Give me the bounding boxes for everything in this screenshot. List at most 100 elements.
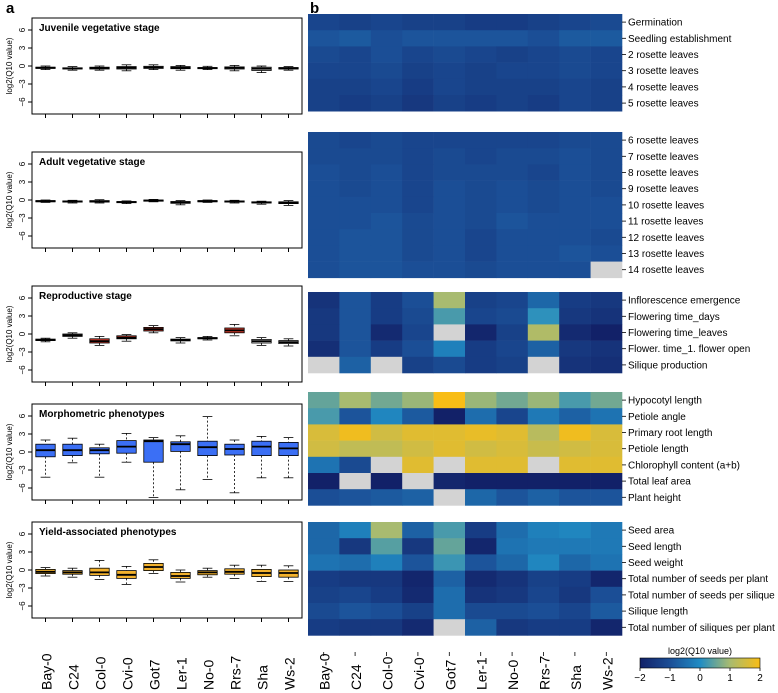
- y-tick-label: 3: [18, 549, 27, 554]
- heatmap-cell: [527, 95, 560, 112]
- y-axis-label: log2(Q10 value): [5, 423, 14, 480]
- boxplot-title: Adult vegetative stage: [39, 157, 146, 168]
- heatmap-cell: [433, 538, 466, 555]
- heatmap-cell: [308, 603, 340, 620]
- heatmap-cell: [559, 392, 591, 409]
- heatmap-cell: [559, 408, 591, 425]
- col-label-No-0: No-0: [505, 659, 521, 690]
- y-tick-label: −3: [18, 79, 27, 89]
- heatmap-cell: [559, 229, 591, 246]
- heatmap-cell: [559, 30, 591, 47]
- panel-label-b: b: [310, 0, 319, 17]
- x-label-Ler-1: Ler-1: [174, 657, 190, 690]
- heatmap-cell: [339, 78, 372, 96]
- box-body: [251, 440, 272, 457]
- heatmap-cell: [559, 522, 591, 539]
- heatmap-cell: [433, 46, 466, 63]
- box-Rrs-7: [224, 323, 245, 337]
- x-label-No-0: No-0: [201, 659, 217, 690]
- heatmap-cell: [496, 95, 529, 112]
- box-Cvi-0: [116, 432, 137, 463]
- heatmap-cell: [527, 586, 560, 604]
- heatmap-cell: [433, 522, 466, 539]
- heatmap-cell: [433, 586, 466, 604]
- box-Sha: [251, 564, 272, 582]
- heatmap-cell: [590, 261, 623, 279]
- heatmap-cell: [339, 324, 372, 341]
- heatmap-cell: [308, 392, 340, 409]
- heatmap-cell: [308, 78, 340, 96]
- box-Cvi-0: [116, 200, 137, 205]
- heatmap-cell: [559, 570, 591, 588]
- heatmap-cell: [527, 424, 560, 441]
- heatmap-cell: [402, 538, 434, 555]
- heatmap-cell: [308, 229, 340, 246]
- heatmap-cell: [465, 554, 497, 571]
- colorbar-tick-label: 2: [757, 673, 763, 684]
- box-C24: [62, 199, 83, 204]
- heatmap-cell: [308, 14, 340, 31]
- heatmap-cell: [496, 440, 529, 458]
- heatmap-cell: [465, 340, 497, 358]
- heatmap-cell: [370, 408, 403, 425]
- box-body: [197, 440, 218, 457]
- heatmap-cell: [590, 440, 623, 458]
- heatmap-block-4: Hypocotyl length Petiole angle Primary roo…: [308, 392, 740, 506]
- heatmap-cell: [433, 213, 466, 230]
- heatmap-cell: [370, 356, 403, 374]
- heatmap-x-labels: Bay-0 C24 Col-0 Cvi-0 Got7 Ler-1 No-0 Rrs-7 Sha W…: [317, 652, 615, 690]
- box-No-0: [197, 335, 218, 341]
- heatmap-cell: [465, 62, 497, 80]
- boxplot-5: Yield-associated phenotypes −6 −3 0 3 6 log2(Q…: [5, 521, 303, 622]
- col-label-Got7: Got7: [442, 659, 458, 690]
- row-label: Seed area: [628, 526, 675, 537]
- heatmap-cell: [370, 522, 403, 539]
- heatmap-cell: [402, 213, 434, 230]
- box-Rrs-7: [224, 564, 245, 579]
- panel-b-heatmap: Germination Seedling establishment 2 roset…: [308, 14, 775, 636]
- heatmap-cell: [433, 132, 466, 149]
- heatmap-cell: [465, 261, 497, 279]
- heatmap-cell: [370, 261, 403, 279]
- heatmap-block-1: Germination Seedling establishment 2 roset…: [308, 14, 732, 112]
- heatmap-cell: [433, 440, 466, 458]
- heatmap-cell: [433, 570, 466, 588]
- heatmap-cell: [339, 308, 372, 325]
- heatmap-cell: [527, 440, 560, 458]
- heatmap-cell: [496, 30, 529, 47]
- heatmap-cell: [496, 46, 529, 63]
- heatmap-cell: [559, 14, 591, 31]
- heatmap-cell: [590, 392, 623, 409]
- heatmap-cell: [339, 180, 372, 198]
- heatmap-cell: [370, 440, 403, 458]
- box-Ws-2: [278, 66, 299, 71]
- heatmap-cell: [402, 46, 434, 63]
- heatmap-block-5: Seed area Seed length Seed weight Total num…: [308, 522, 775, 636]
- row-label: 12 rosette leaves: [628, 233, 704, 244]
- heatmap-cell: [527, 245, 560, 262]
- heatmap-cell: [402, 554, 434, 571]
- heatmap-cell: [402, 292, 434, 309]
- heatmap-cell: [339, 340, 372, 358]
- box-Ler-1: [170, 337, 191, 344]
- colorbar-tick-label: −2: [634, 673, 646, 684]
- heatmap-cell: [370, 196, 403, 214]
- heatmap-cell: [308, 132, 340, 149]
- heatmap-cell: [496, 554, 529, 571]
- heatmap-cell: [590, 292, 623, 309]
- heatmap-cell: [402, 408, 434, 425]
- heatmap-cell: [527, 292, 560, 309]
- heatmap-cell: [465, 292, 497, 309]
- y-tick-label: −6: [18, 97, 27, 107]
- heatmap-cell: [590, 619, 623, 636]
- box-Bay-0: [35, 199, 56, 203]
- heatmap-cell: [402, 180, 434, 198]
- heatmap-cell: [308, 261, 340, 279]
- heatmap-cell: [370, 570, 403, 588]
- heatmap-cell: [339, 489, 372, 506]
- y-tick-label: 0: [18, 449, 27, 454]
- y-tick-label: 0: [18, 567, 27, 572]
- box-Sha: [251, 65, 272, 73]
- box-Got7: [143, 325, 164, 334]
